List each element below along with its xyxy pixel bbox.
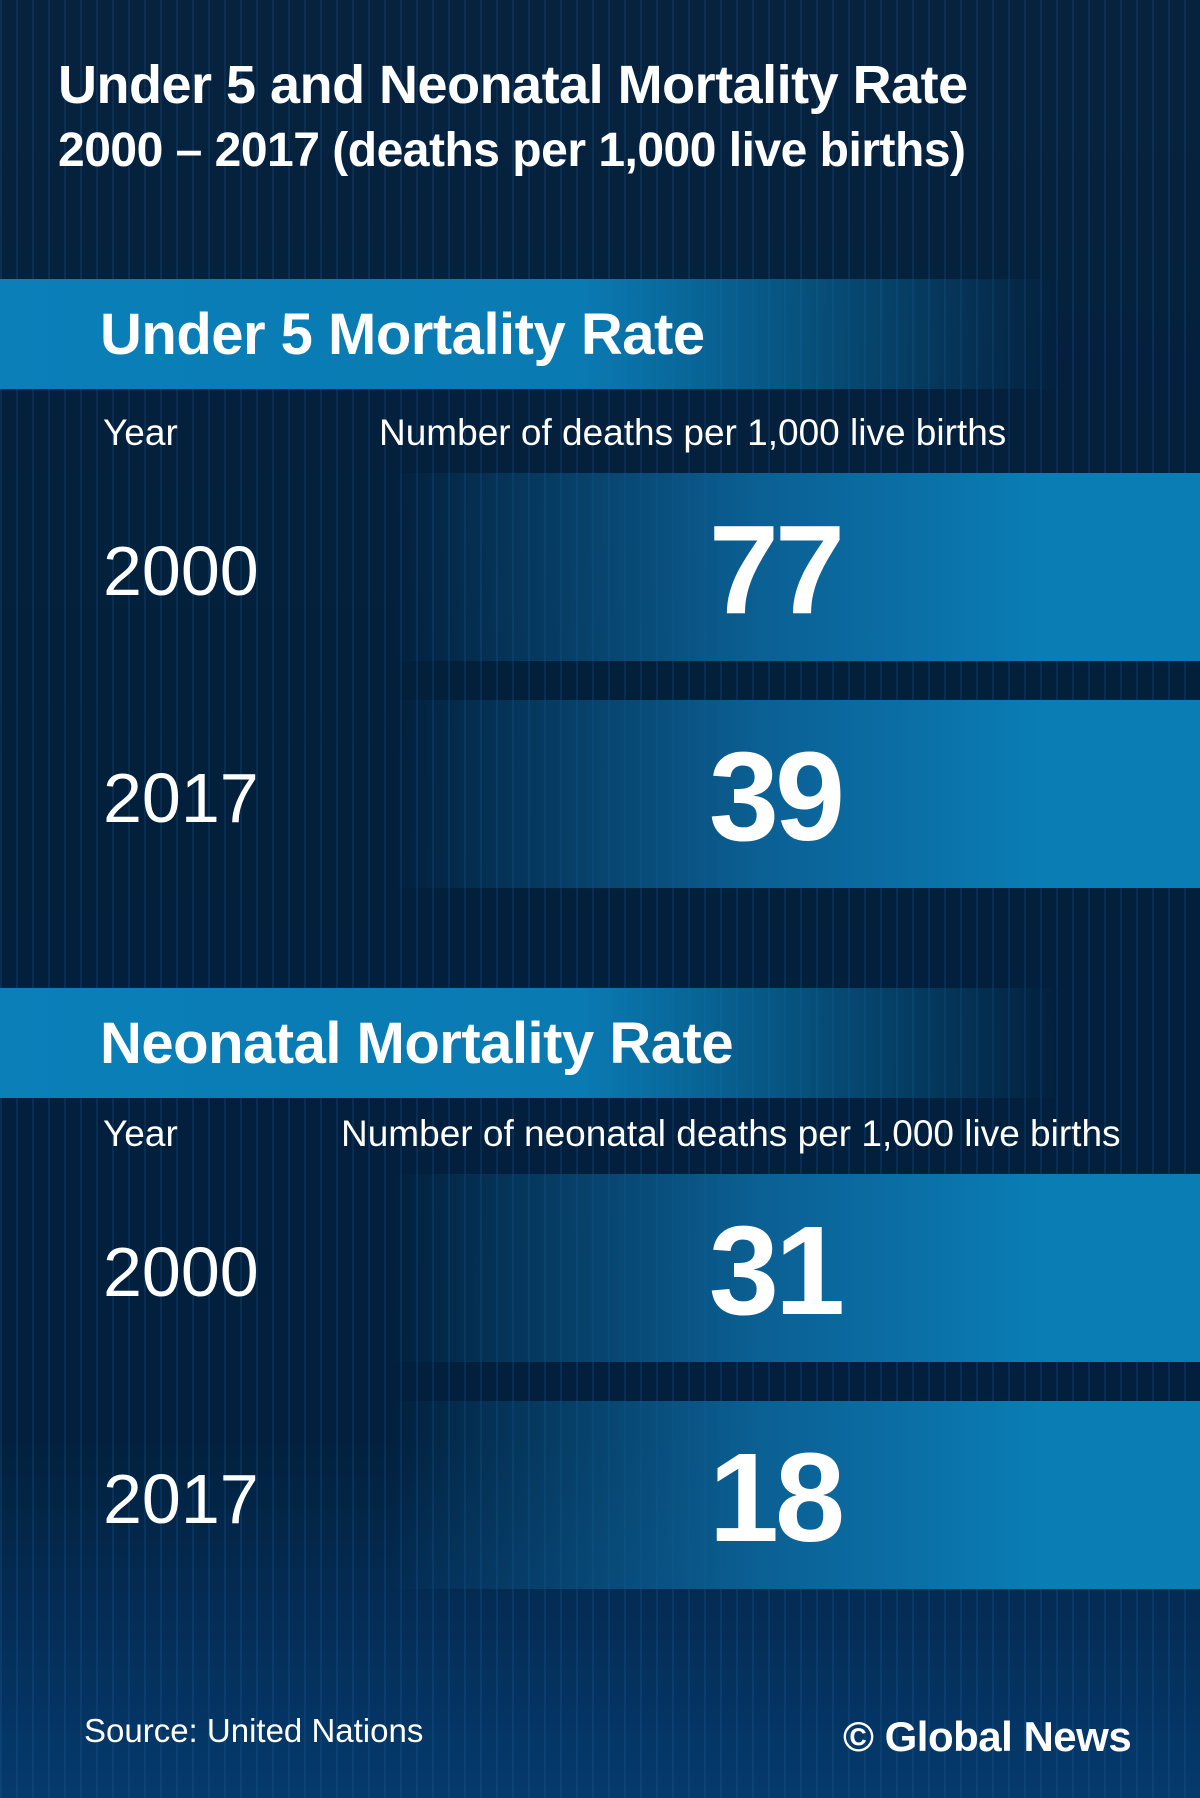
row-year: 2017 xyxy=(103,759,259,837)
section-header-neonatal: Neonatal Mortality Rate xyxy=(0,988,1060,1098)
row-year: 2000 xyxy=(103,1233,259,1311)
section-heading: Under 5 Mortality Rate xyxy=(100,302,705,367)
title-line: Under 5 and Neonatal Mortality Rate xyxy=(58,55,968,115)
value-column-label: Number of neonatal deaths per 1,000 live… xyxy=(341,1113,1121,1154)
section-header-under5: Under 5 Mortality Rate xyxy=(0,279,1060,389)
table-row: 2000 77 xyxy=(0,473,1200,661)
row-year: 2000 xyxy=(103,532,259,610)
source-note: Source: United Nations xyxy=(84,1712,424,1749)
row-value: 31 xyxy=(708,1200,845,1341)
year-column-label: Year xyxy=(103,1113,178,1154)
row-bar xyxy=(390,1174,1200,1362)
subtitle: 2000 – 2017 (deaths per 1,000 live birth… xyxy=(58,124,966,177)
row-value: 77 xyxy=(708,499,845,640)
row-bar xyxy=(390,473,1200,661)
row-bar xyxy=(390,1401,1200,1589)
value-column-label: Number of deaths per 1,000 live births xyxy=(379,412,1007,453)
table-row: 2000 31 xyxy=(0,1174,1200,1362)
row-value: 39 xyxy=(708,726,845,867)
row-value: 18 xyxy=(708,1427,845,1568)
table-row: 2017 39 xyxy=(0,700,1200,888)
infographic-title: Under 5 and Neonatal Mortality Rate 2000… xyxy=(58,52,968,184)
row-bar xyxy=(390,700,1200,888)
brand-logo: © Global News xyxy=(843,1713,1132,1760)
row-year: 2017 xyxy=(103,1460,259,1538)
year-column-label: Year xyxy=(103,412,178,453)
section-heading: Neonatal Mortality Rate xyxy=(100,1011,734,1076)
table-row: 2017 18 xyxy=(0,1401,1200,1589)
